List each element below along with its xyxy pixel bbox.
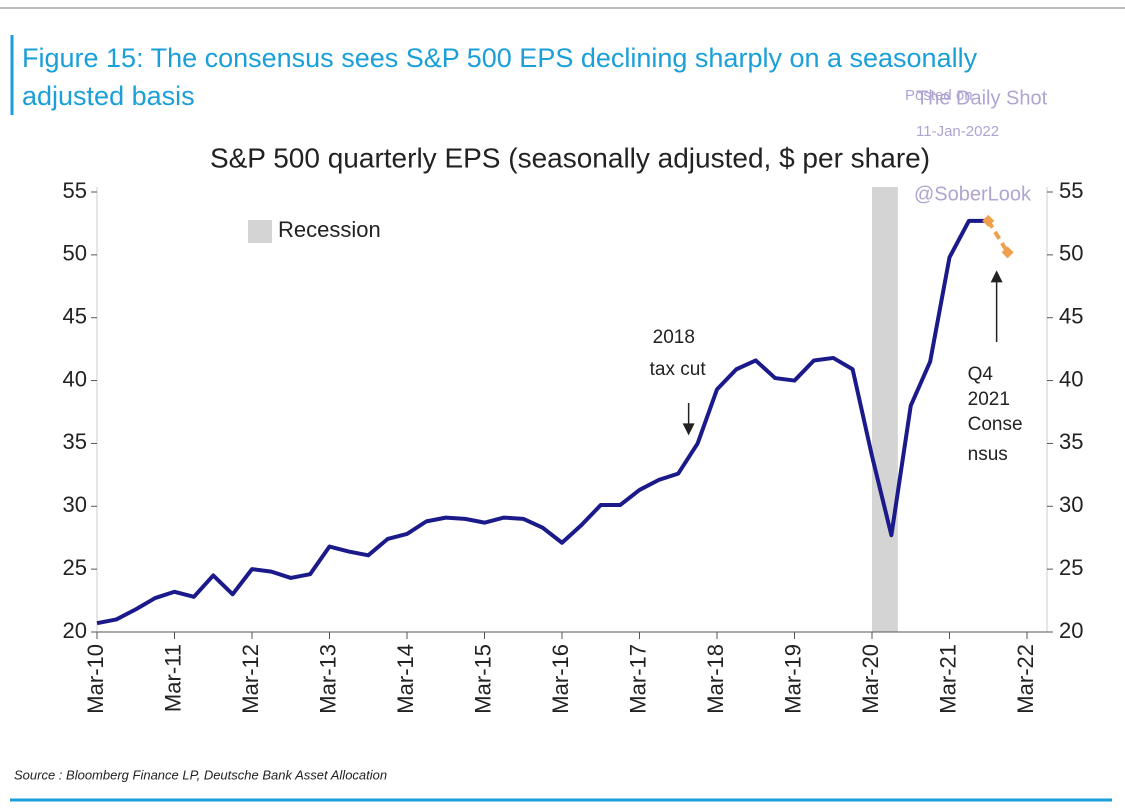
- y-tick-label: 35: [1059, 429, 1083, 454]
- x-tick-label: Mar-13: [315, 644, 340, 714]
- y-tick-label: 25: [1059, 555, 1083, 580]
- x-tick-label: Mar-14: [393, 644, 418, 714]
- y-tick-label: 55: [1059, 178, 1083, 203]
- x-tick-label: Mar-11: [160, 644, 185, 712]
- watermark: Posted on: [905, 87, 973, 104]
- x-tick-label: Mar-21: [935, 644, 960, 714]
- figure-title: adjusted basis: [22, 81, 195, 111]
- y-tick-label: 45: [63, 304, 87, 329]
- line: [986, 219, 1010, 254]
- y-tick-label: 50: [1059, 241, 1083, 266]
- line: [96, 218, 989, 626]
- x-tick-label: Mar-22: [1013, 644, 1038, 714]
- x-tick-label: Mar-19: [780, 644, 805, 714]
- y-tick-label: 40: [1059, 366, 1083, 391]
- y-tick-label: 25: [63, 555, 87, 580]
- x-tick-label: Mar-17: [625, 644, 650, 714]
- legend-swatch: [248, 220, 272, 243]
- y-tick-label: 30: [1059, 492, 1083, 517]
- y-tick-label: 50: [63, 241, 87, 266]
- x-tick-label: Mar-10: [83, 644, 108, 714]
- annotation: 2021: [968, 389, 1010, 410]
- y-tick-label: 20: [1059, 618, 1083, 643]
- arrow-head: [682, 423, 695, 436]
- annotation: Conse: [968, 414, 1023, 435]
- y-tick-label: 35: [63, 429, 87, 454]
- x-tick-label: Mar-20: [858, 644, 883, 714]
- watermark: 11-Jan-2022: [916, 123, 999, 140]
- x-tick-label: Mar-15: [470, 644, 495, 714]
- figure-title: Figure 15: The consensus sees S&P 500 EP…: [22, 43, 978, 73]
- y-tick-label: 20: [63, 618, 87, 643]
- y-tick-label: 30: [63, 492, 87, 517]
- y-tick-label: 55: [63, 178, 87, 203]
- marker: [982, 214, 995, 227]
- x-tick-label: Mar-12: [238, 644, 263, 714]
- annotation: 2018: [653, 327, 695, 348]
- source: Source : Bloomberg Finance LP, Deutsche …: [14, 767, 387, 782]
- y-tick-label: 45: [1059, 304, 1083, 329]
- x-tick-label: Mar-16: [548, 644, 573, 714]
- legend-label: Recession: [278, 217, 381, 242]
- annotation: nsus: [968, 444, 1008, 465]
- annotation: Q4: [968, 364, 994, 385]
- annotation: tax cut: [650, 359, 707, 380]
- chart-title: S&P 500 quarterly EPS (seasonally adjust…: [210, 142, 930, 173]
- x-tick-label: Mar-18: [703, 644, 728, 714]
- watermark: @SoberLook: [914, 183, 1032, 205]
- recession-band: [872, 187, 898, 632]
- y-tick-label: 40: [63, 366, 87, 391]
- watermark: The Daily Shot: [916, 87, 1048, 109]
- marker: [1001, 246, 1014, 259]
- arrow-head: [990, 270, 1003, 283]
